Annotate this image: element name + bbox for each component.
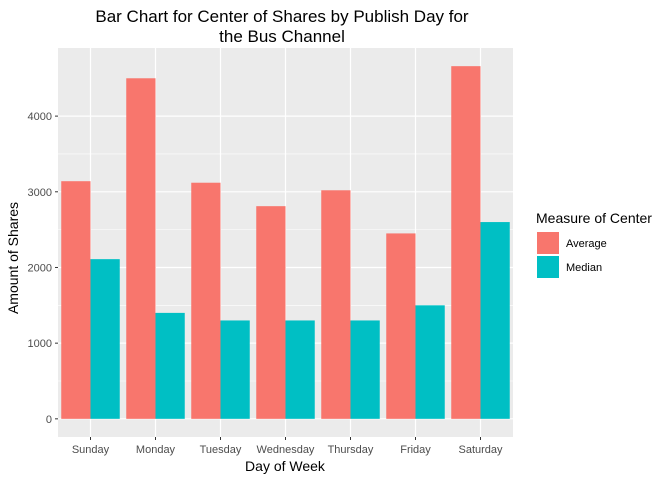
bar-median-tuesday (220, 320, 250, 419)
y-tick-label: 4000 (28, 111, 52, 123)
y-tick-label: 0 (46, 414, 52, 426)
chart-title-line-2: the Bus Channel (219, 27, 345, 46)
x-tick-label: Friday (400, 444, 431, 456)
bar-average-tuesday (191, 182, 221, 419)
chart-title-line-1: Bar Chart for Center of Shares by Publis… (95, 7, 469, 26)
legend-title: Measure of Center (536, 210, 652, 226)
x-tick-label: Thursday (328, 444, 374, 456)
x-tick-label: Monday (136, 444, 176, 456)
x-axis-ticks: Sunday Monday Tuesday Wednesday Thursday Frid… (72, 437, 503, 456)
bar-median-wednesday (285, 320, 315, 419)
x-tick-label: Sunday (72, 444, 110, 456)
x-axis-title: Day of Week (245, 458, 326, 474)
bar-median-saturday (480, 222, 510, 419)
bar-average-wednesday (256, 206, 286, 419)
bar-median-sunday (90, 259, 120, 419)
x-tick-label: Saturday (458, 444, 503, 456)
legend: Measure of Center Average Median (536, 210, 652, 278)
bar-median-thursday (350, 320, 380, 419)
x-tick-label: Tuesday (200, 444, 242, 456)
x-tick-label: Wednesday (257, 444, 315, 456)
bar-average-thursday (321, 190, 351, 419)
bar-average-sunday (61, 181, 91, 419)
bar-median-monday (155, 312, 185, 419)
y-tick-label: 1000 (28, 338, 52, 350)
bar-median-friday (415, 305, 445, 419)
legend-key-median (537, 256, 559, 278)
legend-label-median: Median (566, 262, 602, 274)
y-axis-ticks: 0 1000 2000 3000 4000 (28, 111, 58, 426)
bar-average-friday (386, 233, 416, 419)
y-axis-title: Amount of Shares (5, 202, 21, 314)
legend-label-average: Average (566, 238, 607, 250)
bar-average-monday (126, 78, 156, 419)
bar-average-saturday (451, 66, 481, 419)
y-tick-label: 2000 (28, 262, 52, 274)
y-tick-label: 3000 (28, 187, 52, 199)
bars (61, 66, 510, 419)
legend-key-average (537, 232, 559, 254)
